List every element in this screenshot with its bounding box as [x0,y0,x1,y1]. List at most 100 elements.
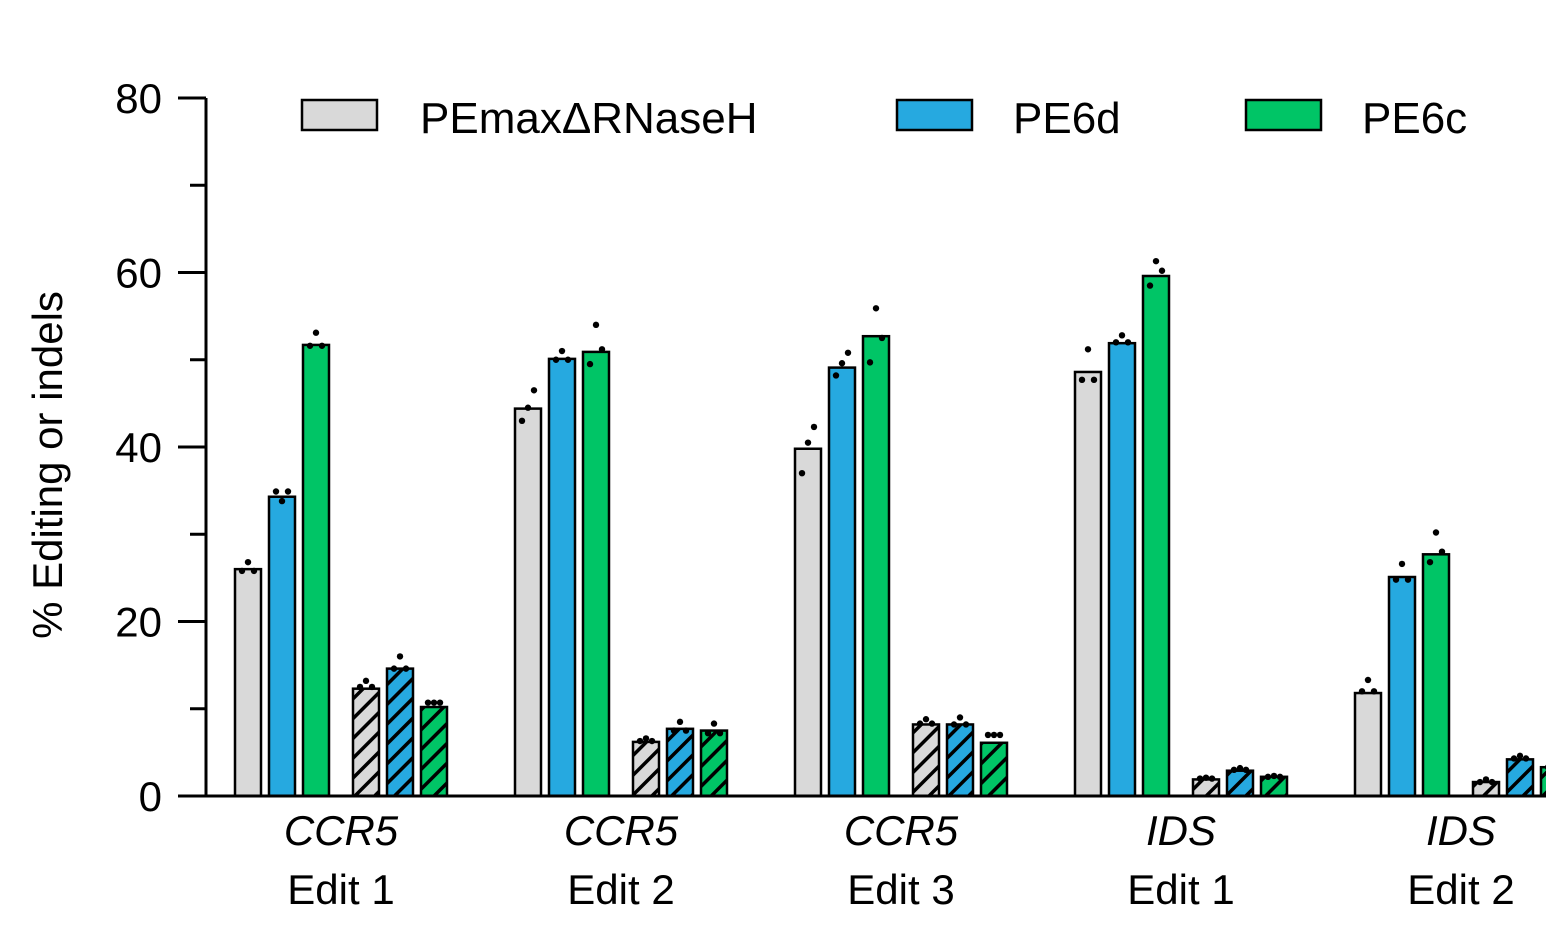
replicate-point [558,347,566,355]
replicate-point [642,735,650,742]
replicate-point [1392,576,1400,583]
replicate-point [682,727,690,734]
editing-bar [793,447,823,798]
replicate-point [1078,376,1086,384]
replicate-point [838,360,846,367]
replicate-point [402,665,410,672]
replicate-point [956,714,964,721]
replicate-point [1196,775,1204,782]
replicate-point [1118,332,1126,339]
category-edit-label: Edit 3 [847,866,954,913]
replicate-point [1090,376,1098,384]
replicate-point [878,334,886,342]
editing-bar [233,567,263,798]
replicate-point [306,342,314,349]
replicate-point [390,665,398,672]
category-edit-label: Edit 1 [1127,866,1234,913]
replicate-point [1432,529,1440,536]
replicate-point [1482,776,1490,783]
bar-group [1353,529,1546,798]
editing-bar [1387,575,1417,798]
category-gene-label: IDS [1426,807,1496,854]
replicate-point [1510,755,1518,762]
replicate-point [1358,688,1366,695]
replicate-point [424,699,432,706]
replicate-point [396,653,404,660]
category-edit-label: Edit 2 [567,866,674,913]
indel-bar [1539,765,1546,798]
indel-bar [385,667,415,798]
legend-swatch [1244,98,1323,132]
replicate-point [676,718,684,726]
replicate-point [962,721,970,728]
indel-bar [419,705,449,798]
y-tick-label: 60 [115,250,162,297]
category-gene-label: CCR5 [284,807,399,854]
replicate-point [798,469,806,477]
y-tick-label: 40 [115,424,162,471]
replicate-point [1158,267,1166,274]
indel-bar [1505,758,1535,798]
replicate-point [996,731,1004,739]
bar-group [513,321,729,798]
replicate-point [244,558,252,566]
replicate-point [984,731,992,739]
replicate-point [1084,346,1092,353]
legend-item: PEmaxΔRNaseH [300,94,757,143]
editing-bar [1141,274,1171,798]
replicate-point [272,488,280,495]
replicate-point [592,321,600,329]
replicate-point [238,567,246,575]
bar-group [793,305,1009,798]
replicate-point [670,727,678,734]
replicate-point [552,356,560,363]
category-edit-label: Edit 1 [287,866,394,913]
indel-bar [631,740,661,798]
editing-bar [861,334,891,798]
replicate-point [368,683,376,691]
bar-group [1073,257,1289,798]
bars-layer [233,257,1546,798]
legend-label: PE6d [1013,94,1121,143]
replicate-point [1242,766,1250,774]
replicate-point [518,417,526,425]
x-axis: CCR5 Edit 1 CCR5 Edit 2 CCR5 Edit 3 IDS Edit 1 I… [206,794,1546,913]
replicate-point [1438,548,1446,555]
legend-label: PE6c [1362,94,1467,143]
editing-bar [1421,553,1451,798]
indel-bar [911,723,941,798]
editing-bar [267,495,297,798]
editing-bar [301,343,331,798]
replicate-point [1208,775,1216,782]
replicate-point [1426,558,1434,566]
editing-bar [1107,341,1137,798]
indel-bar [1191,778,1221,798]
replicate-point [922,716,930,723]
replicate-point [356,683,364,691]
category-gene-label: CCR5 [564,807,679,854]
legend-swatch [895,98,974,132]
replicate-point [1516,752,1524,760]
editing-bar [581,350,611,798]
y-tick-label: 80 [115,75,162,122]
replicate-point [804,439,812,446]
replicate-point [1146,282,1154,289]
replicate-point [1236,764,1244,772]
editing-bar [547,357,577,798]
replicate-point [1202,774,1210,781]
replicate-point [524,404,532,411]
indel-bar [351,687,381,798]
replicate-point [928,720,936,727]
replicate-point [436,699,444,706]
y-tick-label: 20 [115,599,162,646]
replicate-point [1270,772,1278,780]
y-tick-label: 0 [139,773,162,820]
replicate-point [1404,576,1412,583]
replicate-point [1264,773,1272,781]
category-edit-label: Edit 2 [1407,866,1514,913]
editing-bar [1353,691,1383,798]
replicate-point [1370,688,1378,695]
indel-bar [665,727,695,798]
replicate-point [1364,676,1372,684]
